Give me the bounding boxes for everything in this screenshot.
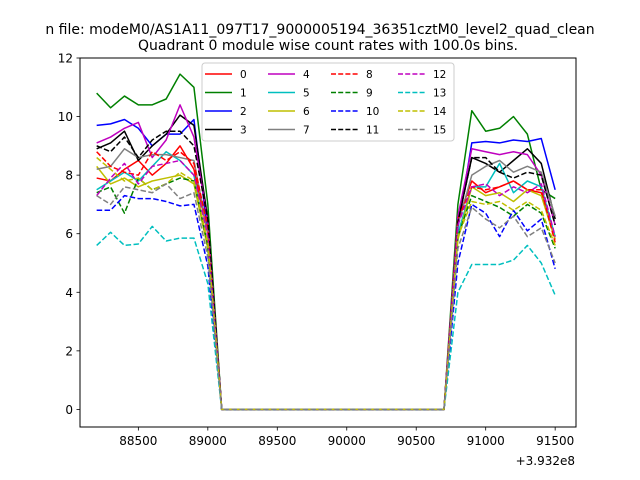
legend-label-0: 0 xyxy=(240,69,247,81)
legend-label-14: 14 xyxy=(433,106,447,118)
legend-label-5: 5 xyxy=(303,88,310,100)
legend-label-4: 4 xyxy=(303,69,310,81)
y-tick-label: 2 xyxy=(65,344,73,358)
x-tick-label: 89500 xyxy=(258,434,296,448)
y-tick-label: 4 xyxy=(65,286,73,300)
legend-label-9: 9 xyxy=(366,88,373,100)
x-offset-label: +3.932e8 xyxy=(516,454,575,468)
legend-label-1: 1 xyxy=(240,88,247,100)
y-tick-label: 8 xyxy=(65,169,73,183)
x-tick-label: 89000 xyxy=(189,434,227,448)
y-tick-label: 6 xyxy=(65,227,73,241)
series-line-9 xyxy=(96,177,556,411)
y-tick-label: 0 xyxy=(65,403,73,417)
plot-series-group xyxy=(96,73,556,411)
legend-label-10: 10 xyxy=(366,106,379,118)
series-line-14 xyxy=(96,156,556,411)
x-tick-label: 90000 xyxy=(328,434,366,448)
x-tick-label: 91500 xyxy=(536,434,574,448)
x-tick-label: 91000 xyxy=(467,434,505,448)
x-axis: 88500 89000 89500 90000 90500 91000 91500 xyxy=(119,427,574,448)
legend-label-2: 2 xyxy=(240,106,247,118)
plot-frame xyxy=(79,57,577,428)
series-line-10 xyxy=(96,194,556,411)
series-line-8 xyxy=(96,150,556,411)
chart-title: Quadrant 0 module wise count rates with … xyxy=(138,38,518,54)
series-line-13 xyxy=(96,225,556,411)
legend-label-3: 3 xyxy=(240,125,247,137)
y-tick-label: 12 xyxy=(58,52,73,66)
y-tick-label: 10 xyxy=(58,110,73,124)
legend-label-15: 15 xyxy=(433,125,446,137)
legend-label-8: 8 xyxy=(366,69,373,81)
legend-label-6: 6 xyxy=(303,106,310,118)
legend-label-7: 7 xyxy=(303,125,310,137)
legend-label-12: 12 xyxy=(433,69,446,81)
legend-frame xyxy=(201,62,455,142)
y-axis: 0 2 4 6 8 10 12 xyxy=(58,52,80,417)
x-tick-label: 90500 xyxy=(397,434,435,448)
figure-suptitle: n file: modeM0/AS1A11_097T17_9000005194_… xyxy=(45,22,594,38)
legend-label-11: 11 xyxy=(366,125,379,137)
legend-label-13: 13 xyxy=(433,88,446,100)
x-tick-label: 88500 xyxy=(119,434,157,448)
